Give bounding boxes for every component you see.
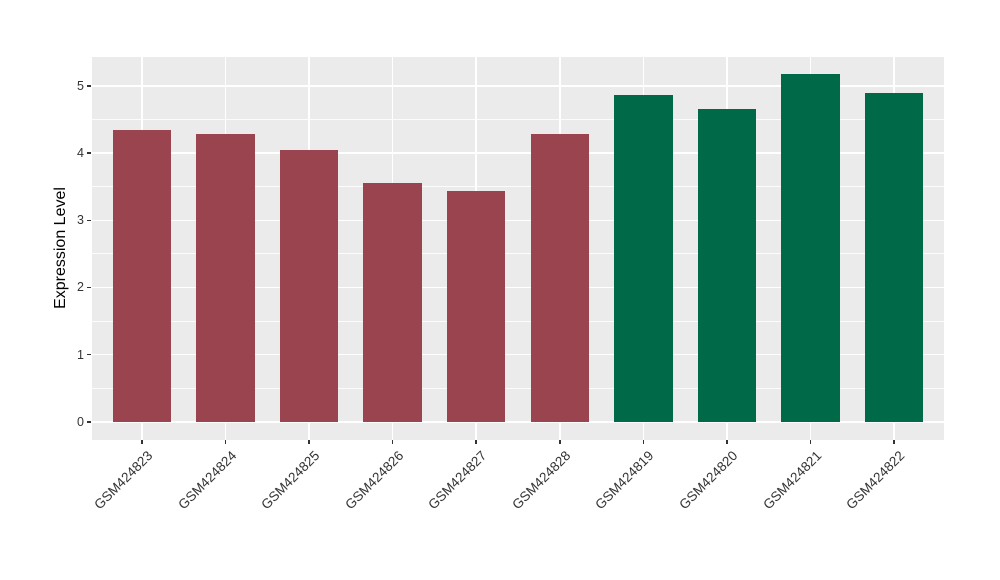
gridline-major-horizontal xyxy=(92,421,944,423)
x-tick-mark xyxy=(224,440,227,444)
gridline-minor-horizontal xyxy=(92,118,944,120)
y-tick-label: 0 xyxy=(77,414,84,429)
bar-GSM424824 xyxy=(196,133,255,422)
x-tick-label-GSM424820: GSM424820 xyxy=(676,448,741,513)
x-tick-mark xyxy=(391,440,394,444)
x-tick-mark xyxy=(559,440,561,444)
x-tick-mark xyxy=(726,440,728,444)
x-tick-label-GSM424819: GSM424819 xyxy=(592,448,657,513)
gridline-major-horizontal xyxy=(92,353,944,356)
y-tick-label: 4 xyxy=(77,146,84,161)
y-tick-mark xyxy=(87,421,91,423)
gridline-minor-horizontal xyxy=(92,320,944,322)
y-tick-label: 2 xyxy=(77,280,84,295)
x-tick-label-GSM424828: GSM424828 xyxy=(509,448,574,513)
x-tick-mark xyxy=(308,440,310,444)
bar-GSM424825 xyxy=(279,149,339,422)
x-tick-mark xyxy=(642,440,645,444)
y-tick-label: 5 xyxy=(77,78,84,93)
x-tick-label-GSM424827: GSM424827 xyxy=(425,448,490,513)
x-tick-mark xyxy=(141,440,143,444)
x-tick-label-GSM424826: GSM424826 xyxy=(342,448,407,513)
gridline-minor-horizontal xyxy=(92,387,944,389)
x-tick-label-GSM424824: GSM424824 xyxy=(175,448,240,513)
x-tick-mark xyxy=(475,440,477,444)
gridline-major-horizontal xyxy=(92,286,944,289)
bar-GSM424826 xyxy=(363,182,422,422)
x-tick-label-GSM424823: GSM424823 xyxy=(91,448,156,513)
y-tick-label: 1 xyxy=(77,347,84,362)
y-tick-mark xyxy=(87,286,91,289)
x-tick-mark xyxy=(893,440,895,444)
x-tick-label-GSM424825: GSM424825 xyxy=(258,448,323,513)
gridline-major-horizontal xyxy=(92,219,944,222)
x-tick-label-GSM424821: GSM424821 xyxy=(759,448,824,513)
bar-GSM424819 xyxy=(614,95,673,422)
bar-GSM424823 xyxy=(112,129,172,422)
bar-GSM424820 xyxy=(697,109,757,422)
bar-GSM424828 xyxy=(530,133,589,422)
gridline-major-horizontal xyxy=(92,152,944,154)
y-tick-mark xyxy=(87,219,91,222)
bar-GSM424822 xyxy=(864,93,924,422)
gridline-minor-horizontal xyxy=(92,253,944,255)
x-tick-mark xyxy=(809,440,812,444)
bar-GSM424821 xyxy=(781,73,840,422)
y-tick-mark xyxy=(87,152,91,154)
gridline-minor-horizontal xyxy=(92,186,944,188)
y-tick-mark xyxy=(87,85,91,87)
bar-GSM424827 xyxy=(447,191,506,422)
y-tick-label: 3 xyxy=(77,213,84,228)
plot-panel xyxy=(92,57,944,440)
gridline-major-horizontal xyxy=(92,85,944,87)
y-tick-mark xyxy=(87,353,91,356)
x-tick-label-GSM424822: GSM424822 xyxy=(843,448,908,513)
